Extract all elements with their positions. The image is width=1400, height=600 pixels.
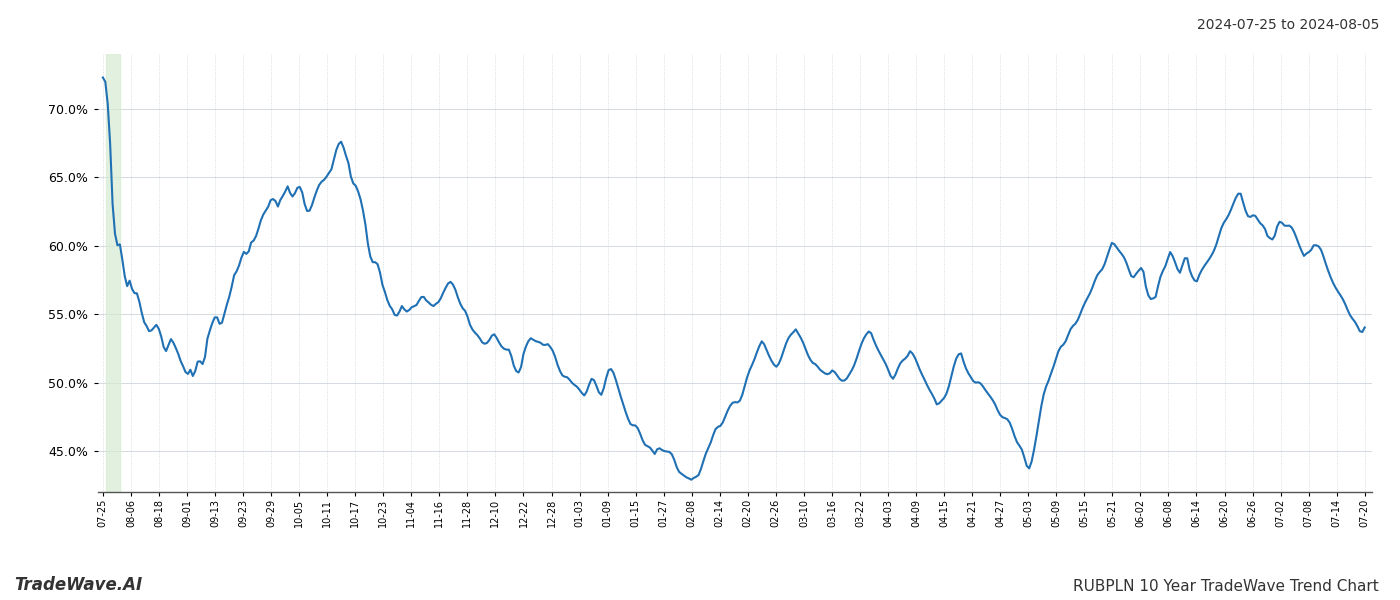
Text: RUBPLN 10 Year TradeWave Trend Chart: RUBPLN 10 Year TradeWave Trend Chart (1074, 579, 1379, 594)
Bar (106, 54, 119, 492)
Text: TradeWave.AI: TradeWave.AI (14, 576, 143, 594)
Text: 2024-07-25 to 2024-08-05: 2024-07-25 to 2024-08-05 (1197, 18, 1379, 32)
